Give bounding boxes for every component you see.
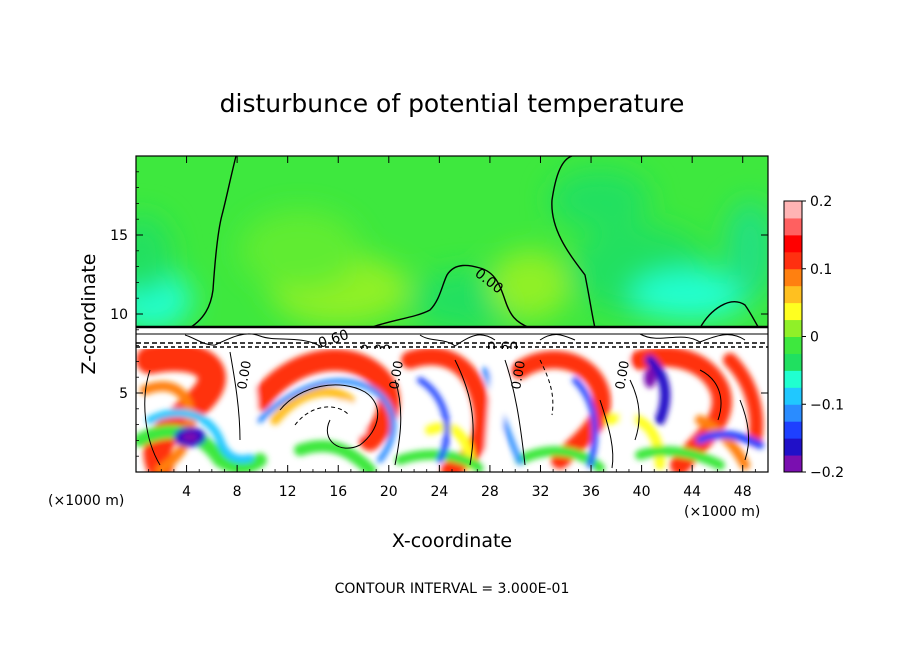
contour-label-4: 0.00 xyxy=(235,360,255,391)
contour-interval-note: CONTOUR INTERVAL = 3.000E-01 xyxy=(335,581,570,597)
x-tick-label: 8 xyxy=(233,484,242,500)
colorbar-swatch xyxy=(784,387,802,405)
stable-layer-contours xyxy=(136,325,768,348)
colorbar-swatch xyxy=(784,217,802,236)
colorbar-swatch xyxy=(784,455,802,473)
colorbar-swatch xyxy=(784,421,802,439)
colorbar-swatch xyxy=(784,404,802,422)
colorbar-tick-label: 0.2 xyxy=(810,194,832,210)
colorbar-swatch xyxy=(784,268,802,287)
x-unit-label-right: (×1000 m) xyxy=(684,504,760,520)
x-tick-label: 12 xyxy=(279,484,297,500)
contour-label-6: 0.00 xyxy=(509,360,529,391)
colorbar-swatch xyxy=(784,285,802,304)
upper-field-variations xyxy=(136,170,768,330)
x-tick-label: 24 xyxy=(430,484,448,500)
plot-area: 0.00 0.60 0.00 0.60 xyxy=(136,156,768,472)
colorbar-swatch xyxy=(784,319,802,337)
y-tick-label: 10 xyxy=(110,307,128,323)
contour-label-5: 0.00 xyxy=(387,360,407,391)
x-tick-label: 4 xyxy=(182,484,191,500)
colorbar-swatch xyxy=(784,302,802,321)
upper-contours xyxy=(185,156,761,331)
y-tick-label: 5 xyxy=(119,386,128,402)
x-tick-label: 36 xyxy=(582,484,600,500)
colorbar-swatch xyxy=(784,234,802,253)
lower-contours xyxy=(144,351,750,469)
colorbar-swatch xyxy=(784,370,802,388)
x-tick-label: 28 xyxy=(481,484,499,500)
colorbar-tick-label: −0.2 xyxy=(810,465,844,481)
chart-title: disturbunce of potential temperature xyxy=(220,89,685,118)
colorbar: 0.2 0.1 0 −0.1 −0.2 xyxy=(783,194,844,481)
x-tick-label: 20 xyxy=(380,484,398,500)
x-tick-label: 16 xyxy=(329,484,347,500)
x-unit-label-left: (×1000 m) xyxy=(48,493,124,509)
x-axis: 4 8 12 16 20 24 28 32 36 40 44 48 xyxy=(148,156,756,500)
x-tick-label: 32 xyxy=(532,484,550,500)
colorbar-swatch xyxy=(784,251,802,270)
colorbar-tick-label: 0.1 xyxy=(810,262,832,278)
contour-label-7: 0.00 xyxy=(613,360,633,391)
y-axis-label: Z-coordinate xyxy=(78,254,100,375)
x-tick-label: 40 xyxy=(633,484,651,500)
colorbar-swatch xyxy=(784,336,802,354)
y-tick-label: 15 xyxy=(110,228,128,244)
x-tick-label: 48 xyxy=(734,484,752,500)
lower-field xyxy=(136,349,768,472)
x-axis-label: X-coordinate xyxy=(392,530,512,552)
colorbar-swatch xyxy=(784,438,802,456)
colorbar-swatch xyxy=(784,353,802,371)
colorbar-tick-label: 0 xyxy=(810,330,819,346)
x-tick-label: 44 xyxy=(683,484,701,500)
y-axis: 5 10 15 xyxy=(110,171,768,457)
colorbar-tick-label: −0.1 xyxy=(810,397,844,413)
colorbar-swatch xyxy=(784,201,802,219)
